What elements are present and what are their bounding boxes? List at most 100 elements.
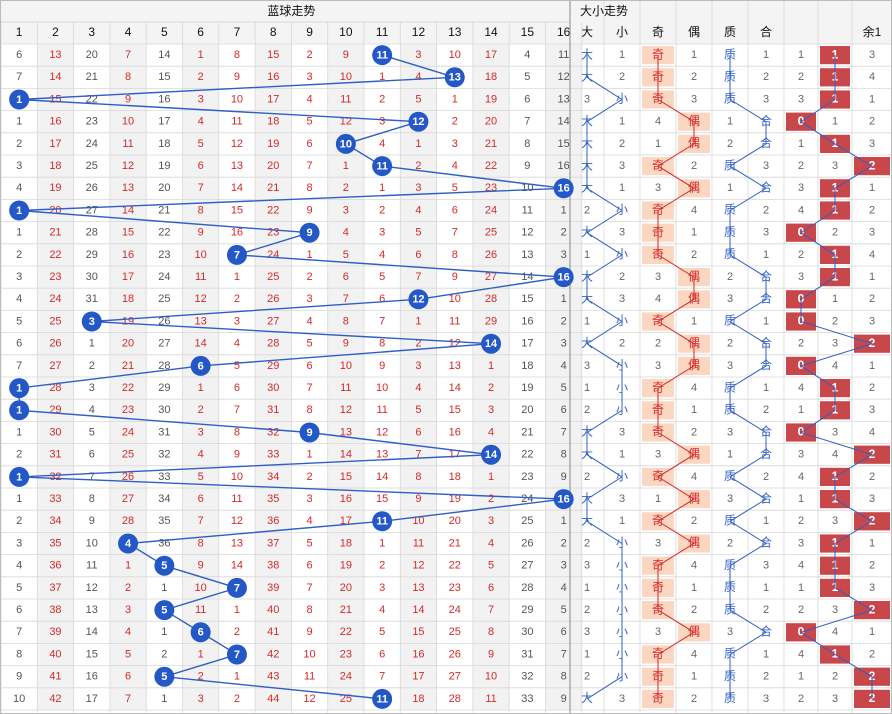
even-label: 偶	[688, 536, 700, 550]
remainder-value: 1	[832, 47, 839, 61]
omission-value: 29	[521, 604, 533, 616]
omission-value: 25	[485, 227, 497, 239]
omission-value: 15	[412, 626, 424, 638]
omission-value: 14	[86, 626, 98, 638]
blue-ball-marker	[481, 444, 502, 465]
blue-ball-value: 9	[306, 427, 312, 439]
prime-label: 质	[724, 380, 736, 394]
omission-value: 6	[524, 93, 530, 105]
omission-value: 14	[195, 338, 207, 350]
omission-value: 4	[306, 315, 312, 327]
omission-value: 32	[267, 426, 279, 438]
prime-label: 质	[724, 69, 736, 83]
omission-value: 36	[158, 537, 170, 549]
omission-value: 21	[521, 426, 533, 438]
omission-value: 18	[267, 116, 279, 128]
omission-value: 15	[158, 71, 170, 83]
prime-composite-omission-value: 3	[763, 160, 769, 172]
omission-value: 7	[198, 515, 204, 527]
remainder-omission-value: 4	[798, 560, 804, 572]
size-small-label: 小	[616, 314, 628, 328]
omission-value: 2	[379, 560, 385, 572]
odd-label: 奇	[652, 558, 664, 572]
remainder-value: 2	[869, 602, 876, 616]
odd-even-omission-value: 4	[691, 560, 697, 572]
prime-label: 质	[724, 469, 736, 483]
omission-value: 1	[415, 138, 421, 150]
omission-value: 28	[122, 515, 134, 527]
omission-value: 20	[158, 182, 170, 194]
omission-value: 8	[488, 626, 494, 638]
omission-value: 7	[379, 671, 385, 683]
blue-ball-value: 12	[412, 116, 424, 128]
omission-value: 12	[303, 693, 315, 705]
omission-value: 34	[158, 493, 170, 505]
omission-value: 3	[306, 493, 312, 505]
omission-value: 5	[561, 604, 567, 616]
omission-value: 22	[449, 560, 461, 572]
omission-value: 5	[198, 138, 204, 150]
omission-value: 19	[267, 138, 279, 150]
omission-value: 7	[306, 382, 312, 394]
omission-value: 6	[16, 49, 22, 61]
blue-ball-marker	[372, 511, 393, 532]
omission-value: 37	[49, 582, 61, 594]
omission-value: 29	[86, 249, 98, 261]
remainder-omission-value: 3	[869, 138, 875, 150]
omission-value: 19	[49, 182, 61, 194]
omission-value: 4	[379, 249, 385, 261]
omission-value: 31	[267, 404, 279, 416]
remainder-value: 2	[869, 158, 876, 172]
omission-value: 1	[379, 182, 385, 194]
omission-value: 6	[125, 671, 131, 683]
omission-value: 2	[415, 160, 421, 172]
omission-value: 27	[485, 271, 497, 283]
omission-value: 20	[267, 160, 279, 172]
omission-value: 4	[379, 138, 385, 150]
omission-value: 6	[16, 604, 22, 616]
odd-even-omission-value: 1	[691, 227, 697, 239]
remainder-omission-value: 3	[832, 604, 838, 616]
omission-value: 24	[521, 493, 533, 505]
prime-composite-omission-value: 1	[763, 249, 769, 261]
omission-value: 4	[306, 93, 312, 105]
prime-composite-omission-value: 3	[727, 626, 733, 638]
omission-value: 3	[561, 249, 567, 261]
omission-value: 6	[561, 404, 567, 416]
omission-value: 5	[306, 338, 312, 350]
odd-even-omission-value: 1	[691, 49, 697, 61]
omission-value: 7	[343, 293, 349, 305]
omission-value: 4	[343, 227, 349, 239]
omission-value: 28	[521, 582, 533, 594]
omission-value: 11	[449, 315, 460, 327]
omission-value: 4	[415, 71, 421, 83]
odd-even-omission-value: 2	[691, 249, 697, 261]
omission-value: 2	[16, 249, 22, 261]
odd-even-omission-value: 4	[655, 116, 661, 128]
omission-value: 4	[488, 537, 494, 549]
omission-value: 1	[561, 293, 567, 305]
omission-value: 1	[306, 249, 312, 261]
omission-value: 3	[89, 382, 95, 394]
remainder-omission-value: 1	[798, 404, 804, 416]
omission-value: 4	[125, 626, 131, 638]
omission-value: 35	[158, 515, 170, 527]
omission-value: 3	[379, 227, 385, 239]
omission-value: 33	[521, 693, 533, 705]
omission-value: 5	[343, 249, 349, 261]
composite-label: 合	[760, 268, 772, 283]
size-big-label: 大	[581, 136, 593, 150]
remainder-omission-value: 1	[798, 671, 804, 683]
remainder-omission-value: 2	[798, 693, 804, 705]
prime-label: 质	[724, 247, 736, 261]
omission-value: 1	[16, 426, 22, 438]
blue-ball-marker	[118, 533, 139, 554]
size-small-label: 小	[616, 580, 628, 594]
omission-value: 9	[89, 515, 95, 527]
omission-value: 3	[379, 116, 385, 128]
remainder-omission-value: 4	[798, 648, 804, 660]
blue-ball-marker	[299, 222, 320, 243]
omission-value: 3	[488, 515, 494, 527]
composite-label: 合	[760, 135, 772, 150]
